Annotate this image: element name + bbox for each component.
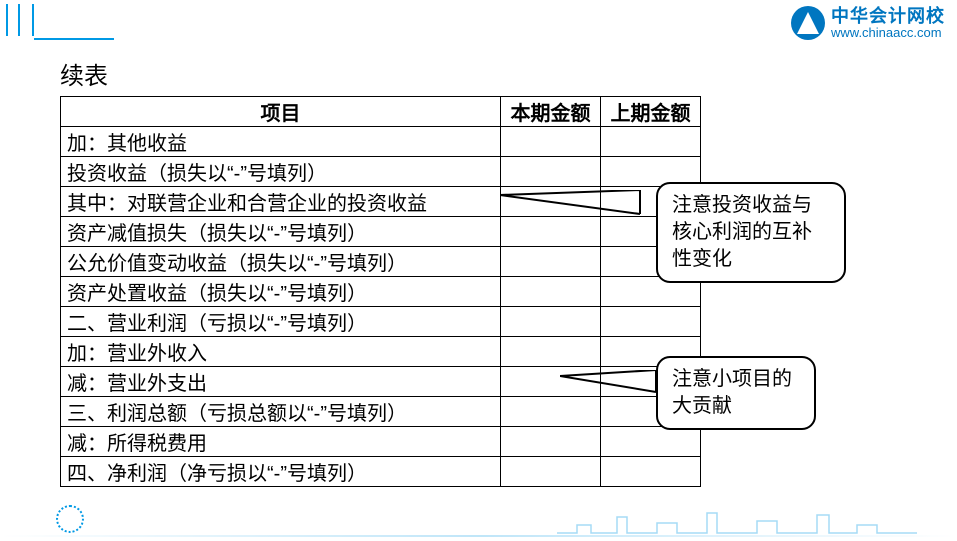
table-row: 公允价值变动收益（损失以“-”号填列） xyxy=(61,247,701,277)
table-row: 二、营业利润（亏损以“-”号填列） xyxy=(61,307,701,337)
cell-current xyxy=(501,427,601,457)
col-header-previous: 上期金额 xyxy=(601,97,701,127)
row-label: 其中：对联营企业和合营企业的投资收益 xyxy=(61,187,501,217)
row-label: 资产处置收益（损失以“-”号填列） xyxy=(61,277,501,307)
table-row: 三、利润总额（亏损总额以“-”号填列） xyxy=(61,397,701,427)
row-label: 加：其他收益 xyxy=(61,127,501,157)
brand-logo-icon xyxy=(791,6,825,40)
cell-current xyxy=(501,127,601,157)
cell-current xyxy=(501,217,601,247)
cell-current xyxy=(501,397,601,427)
row-label: 减：营业外支出 xyxy=(61,367,501,397)
table-row: 投资收益（损失以“-”号填列） xyxy=(61,157,701,187)
cell-current xyxy=(501,367,601,397)
brand-logo-area: 中华会计网校 www.chinaacc.com xyxy=(791,6,945,40)
top-accent-line xyxy=(34,38,114,40)
row-label: 四、净利润（净亏损以“-”号填列） xyxy=(61,457,501,487)
cell-previous xyxy=(601,427,701,457)
cell-current xyxy=(501,187,601,217)
table-row: 减：营业外支出 xyxy=(61,367,701,397)
cell-current xyxy=(501,457,601,487)
bottom-accent-line xyxy=(0,535,957,537)
col-header-current: 本期金额 xyxy=(501,97,601,127)
row-label: 加：营业外收入 xyxy=(61,337,501,367)
table-row: 减：所得税费用 xyxy=(61,427,701,457)
cell-previous xyxy=(601,307,701,337)
callout-2: 注意小项目的大贡献 xyxy=(656,356,816,430)
cell-previous xyxy=(601,457,701,487)
row-label: 减：所得税费用 xyxy=(61,427,501,457)
callout-1: 注意投资收益与核心利润的互补性变化 xyxy=(656,182,846,283)
cell-current xyxy=(501,277,601,307)
row-label: 资产减值损失（损失以“-”号填列） xyxy=(61,217,501,247)
row-label: 投资收益（损失以“-”号填列） xyxy=(61,157,501,187)
table-row: 加：营业外收入 xyxy=(61,337,701,367)
row-label: 三、利润总额（亏损总额以“-”号填列） xyxy=(61,397,501,427)
table-row: 资产减值损失（损失以“-”号填列） xyxy=(61,217,701,247)
table-row: 四、净利润（净亏损以“-”号填列） xyxy=(61,457,701,487)
brand-name-cn: 中华会计网校 xyxy=(831,7,945,26)
row-label: 公允价值变动收益（损失以“-”号填列） xyxy=(61,247,501,277)
cell-current xyxy=(501,307,601,337)
table-row: 其中：对联营企业和合营企业的投资收益 xyxy=(61,187,701,217)
cell-current xyxy=(501,337,601,367)
row-label: 二、营业利润（亏损以“-”号填列） xyxy=(61,307,501,337)
page-title: 续表 xyxy=(60,56,108,91)
income-statement-table: 项目 本期金额 上期金额 加：其他收益 投资收益（损失以“-”号填列） 其中：对… xyxy=(60,96,701,487)
bottom-skyline-decoration xyxy=(557,507,917,535)
brand-text: 中华会计网校 www.chinaacc.com xyxy=(831,7,945,40)
table-row: 加：其他收益 xyxy=(61,127,701,157)
table-header-row: 项目 本期金额 上期金额 xyxy=(61,97,701,127)
brand-url: www.chinaacc.com xyxy=(831,26,945,40)
cell-current xyxy=(501,247,601,277)
top-corner-decoration xyxy=(6,4,34,36)
table-body: 加：其他收益 投资收益（损失以“-”号填列） 其中：对联营企业和合营企业的投资收… xyxy=(61,127,701,487)
col-header-item: 项目 xyxy=(61,97,501,127)
cell-previous xyxy=(601,127,701,157)
bottom-dotted-circle-decoration xyxy=(56,505,84,533)
cell-current xyxy=(501,157,601,187)
table-row: 资产处置收益（损失以“-”号填列） xyxy=(61,277,701,307)
